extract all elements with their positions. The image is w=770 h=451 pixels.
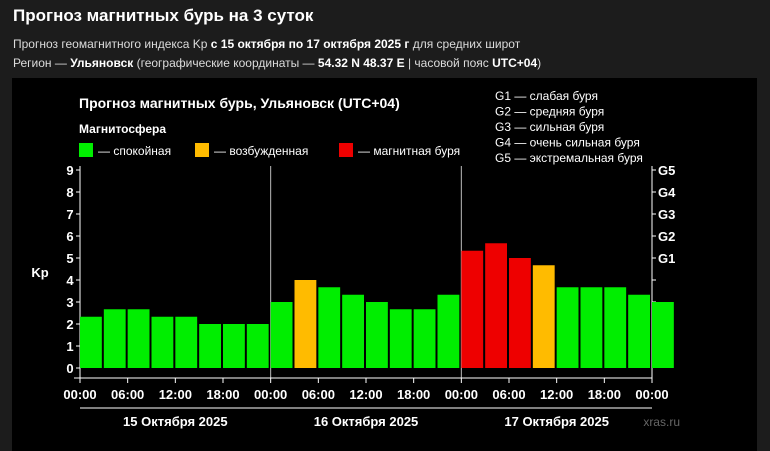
bar-11	[342, 294, 364, 368]
bar-17	[485, 243, 507, 368]
y-tick-label-3: 3	[66, 295, 73, 310]
bar-13	[389, 309, 412, 368]
bar-19	[532, 265, 555, 368]
chart-title: Прогноз магнитных бурь, Ульяновск (UTC+0…	[79, 95, 400, 111]
y-tick-label-2: 2	[66, 317, 73, 332]
day-label-2: 17 Октября 2025	[504, 414, 609, 429]
forecast-subtitle: Прогноз геомагнитного индекса Kp с 15 ок…	[13, 37, 520, 51]
kp-chart: Прогноз магнитных бурь, Ульяновск (UTC+0…	[31, 89, 680, 429]
x-tick-label-9: 06:00	[492, 387, 525, 402]
legend-label-calm: — спокойная	[98, 144, 171, 158]
day-label-0: 15 Октября 2025	[123, 414, 228, 429]
region-info: Регион — Ульяновск (географические коорд…	[13, 56, 541, 70]
x-tick-label-5: 06:00	[302, 387, 335, 402]
region-timezone: UTC+04	[492, 56, 538, 70]
bar-0	[80, 316, 102, 368]
region-prefix: Регион —	[13, 56, 71, 70]
region-coords: 54.32 N 48.37 E	[317, 56, 405, 70]
bar-8	[270, 302, 293, 368]
bar-15	[437, 294, 460, 368]
y-tick-label-8: 8	[66, 185, 73, 200]
bar-7	[246, 324, 269, 368]
g-tick-label-g2: G2	[658, 229, 675, 244]
storm-scale-g4: G4 — очень сильная буря	[495, 136, 640, 150]
y-tick-label-7: 7	[66, 207, 73, 222]
storm-scale-g5: G5 — экстремальная буря	[495, 151, 643, 165]
storm-scale-g2: G2 — средняя буря	[495, 105, 604, 119]
x-tick-label-1: 06:00	[111, 387, 144, 402]
g-tick-label-g3: G3	[658, 207, 675, 222]
page-title: Прогноз магнитных бурь на 3 суток	[13, 6, 314, 25]
region-middle: (географические координаты —	[133, 56, 318, 70]
x-tick-label-11: 18:00	[588, 387, 621, 402]
bar-20	[556, 287, 579, 368]
y-tick-label-4: 4	[66, 273, 74, 288]
x-tick-label-7: 18:00	[397, 387, 430, 402]
legend-swatch-storm	[339, 143, 353, 157]
bar-16	[461, 250, 484, 368]
region-city: Ульяновск	[70, 56, 134, 70]
bar-24	[652, 302, 674, 368]
bar-18	[509, 258, 531, 368]
kp-chart-panel: Прогноз магнитных бурь, Ульяновск (UTC+0…	[12, 78, 757, 451]
subtitle-prefix: Прогноз геомагнитного индекса Kp	[13, 37, 211, 51]
y-tick-label-6: 6	[66, 229, 73, 244]
x-tick-label-6: 12:00	[349, 387, 382, 402]
legend-swatch-active	[195, 143, 209, 157]
watermark: xras.ru	[643, 415, 680, 429]
legend-title: Магнитосфера	[79, 122, 166, 136]
legend-label-active: — возбужденная	[214, 144, 308, 158]
storm-scale-g1: G1 — слабая буря	[495, 89, 598, 103]
x-tick-label-10: 12:00	[540, 387, 573, 402]
bar-21	[580, 287, 603, 368]
bar-23	[628, 294, 650, 368]
g-tick-label-g5: G5	[658, 163, 675, 178]
y-axis-label: Kp	[31, 265, 48, 280]
y-tick-label-5: 5	[66, 251, 73, 266]
x-tick-label-12: 00:00	[635, 387, 668, 402]
x-tick-label-3: 18:00	[206, 387, 239, 402]
storm-scale-g3: G3 — сильная буря	[495, 120, 604, 134]
bar-6	[223, 324, 245, 368]
subtitle-dates: с 15 октября по 17 октября 2025 г	[210, 37, 410, 51]
day-label-1: 16 Октября 2025	[314, 414, 419, 429]
region-suffix: )	[537, 56, 542, 70]
x-tick-label-4: 00:00	[254, 387, 287, 402]
x-tick-label-2: 12:00	[159, 387, 192, 402]
bar-10	[318, 287, 341, 368]
y-tick-label-9: 9	[66, 163, 73, 178]
g-tick-label-g1: G1	[658, 251, 675, 266]
bar-5	[199, 324, 221, 368]
bar-2	[127, 309, 150, 368]
bar-12	[366, 302, 388, 368]
y-tick-label-1: 1	[66, 339, 73, 354]
bar-9	[294, 280, 317, 368]
bar-1	[103, 309, 126, 368]
x-tick-label-0: 00:00	[63, 387, 96, 402]
g-tick-label-g4: G4	[658, 185, 676, 200]
legend-label-storm: — магнитная буря	[358, 144, 460, 158]
x-tick-label-8: 00:00	[445, 387, 478, 402]
region-tz-prefix: | часовой пояс	[404, 56, 493, 70]
bar-4	[175, 316, 198, 368]
bar-3	[151, 316, 174, 368]
subtitle-suffix: для средних широт	[409, 37, 521, 51]
bar-22	[604, 287, 627, 368]
y-tick-label-0: 0	[66, 361, 73, 376]
legend-swatch-calm	[79, 143, 93, 157]
bar-14	[413, 309, 436, 368]
